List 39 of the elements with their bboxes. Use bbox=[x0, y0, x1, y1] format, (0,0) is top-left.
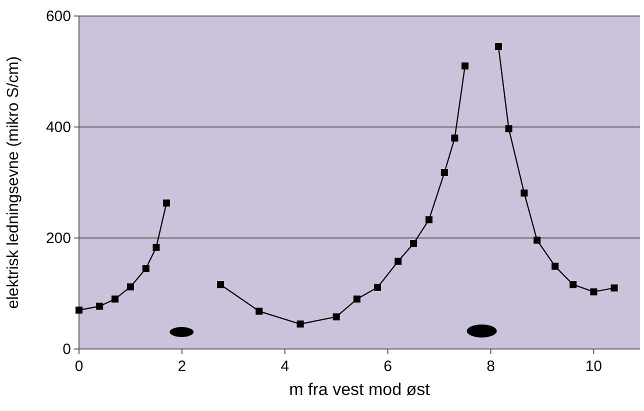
point bbox=[552, 262, 559, 270]
point bbox=[610, 284, 618, 292]
point bbox=[353, 296, 360, 303]
point bbox=[96, 302, 104, 310]
point bbox=[76, 306, 82, 314]
point bbox=[152, 244, 160, 251]
x-tick-label: 8 bbox=[486, 358, 495, 375]
x-tick-label: 10 bbox=[585, 358, 602, 375]
point bbox=[570, 281, 577, 288]
y-tick-label: 600 bbox=[46, 8, 71, 25]
y-tick-label: 400 bbox=[46, 119, 71, 136]
point bbox=[505, 125, 512, 132]
x-tick-label: 0 bbox=[74, 358, 84, 375]
y-tick-label: 200 bbox=[46, 230, 71, 247]
x-tick-label: 6 bbox=[384, 358, 392, 375]
point bbox=[296, 320, 304, 328]
point bbox=[440, 169, 448, 176]
y-tick-label: 0 bbox=[62, 341, 71, 358]
point bbox=[374, 284, 382, 291]
point bbox=[217, 281, 224, 288]
point bbox=[394, 258, 402, 265]
point bbox=[410, 240, 418, 248]
point bbox=[534, 236, 541, 244]
point bbox=[126, 283, 134, 290]
point bbox=[112, 296, 119, 303]
point bbox=[494, 43, 502, 50]
point bbox=[451, 134, 458, 142]
x-tick-label: 2 bbox=[178, 358, 186, 375]
point bbox=[425, 216, 432, 224]
point bbox=[256, 308, 263, 315]
x-tick-label: 4 bbox=[280, 358, 290, 375]
point bbox=[462, 62, 469, 70]
point bbox=[332, 313, 340, 320]
point bbox=[590, 288, 598, 296]
y-axis-title: elektrisk ledningsevne (mikro S/cm) bbox=[5, 56, 22, 309]
point bbox=[162, 200, 170, 207]
x-axis-title: m fra vest mod øst bbox=[289, 380, 430, 399]
point bbox=[520, 190, 528, 197]
point bbox=[142, 265, 150, 272]
